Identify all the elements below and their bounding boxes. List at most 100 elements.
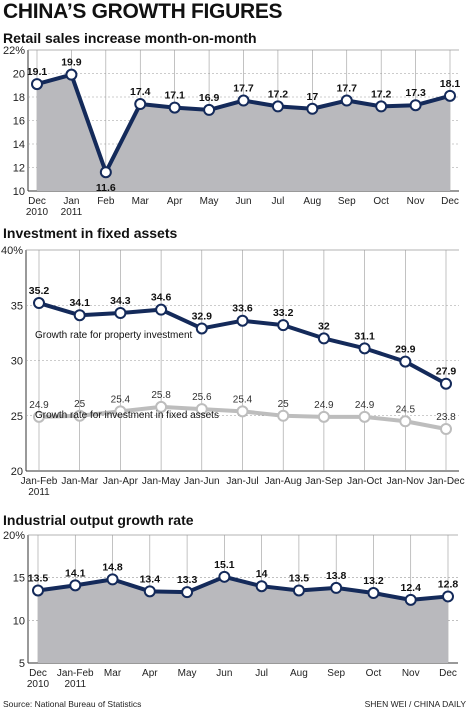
data-label: 34.6 [151,292,172,304]
data-label: 34.3 [110,295,131,307]
data-label: 33.2 [273,307,294,319]
data-point [271,100,284,113]
data-label: 23.8 [436,412,456,423]
data-label: 24.5 [396,404,416,415]
data-label: 17.1 [164,90,185,102]
y-tick-label: 14 [13,139,25,151]
y-tick-label: 15 [13,573,25,585]
y-tick-label: 35 [11,300,23,312]
data-label: 12.4 [401,582,422,594]
data-label: 12.8 [438,578,459,590]
x-tick-label: 2011 [28,487,50,498]
data-label: 19.1 [27,66,48,78]
y-tick-label: 18 [13,92,25,104]
data-label: 14.8 [102,561,123,573]
data-label: 17.4 [130,86,151,98]
y-tick-label: 10 [13,615,25,627]
x-tick-label: Nov [402,668,420,679]
x-tick-label: Oct [366,668,382,679]
x-tick-label: Jan-Jun [184,476,220,487]
x-tick-label: Jan-Jul [226,476,258,487]
x-tick-label: 2010 [26,207,49,218]
data-label: 25.6 [192,392,212,403]
data-label: 15.1 [214,559,235,571]
y-tick-label: 12 [13,163,25,175]
data-label: 24.9 [29,400,49,411]
series-name-label: Growth rate for property investment [35,330,193,341]
x-tick-label: Apr [167,196,183,207]
data-point [73,409,86,422]
y-tick-label: 40% [1,245,23,257]
data-point [69,579,82,592]
data-point [236,405,249,418]
data-point [114,405,127,418]
data-label: 17.2 [371,88,392,100]
data-label: 17.7 [337,83,358,95]
data-point [99,166,112,179]
data-point [367,587,380,600]
area-fill [38,576,448,663]
data-point [237,94,250,107]
data-point [444,89,456,102]
data-point [195,322,208,335]
x-tick-label: Dec [28,196,46,207]
data-label: 32.9 [192,310,213,322]
x-tick-label: Mar [132,196,150,207]
data-point [399,355,412,368]
data-point [73,309,86,322]
data-point [181,586,194,599]
data-point [358,410,371,423]
data-point [306,102,319,115]
x-tick-label: Nov [407,196,425,207]
y-tick-label: 5 [19,658,25,670]
data-label: 25.4 [233,394,253,405]
data-label: 25 [278,399,290,410]
y-tick-label: 20% [3,530,25,542]
data-point [33,410,45,423]
x-tick-label: Jan-Oct [347,476,382,487]
series-name-label: Growth rate for investment in fixed asse… [35,410,219,421]
data-label: 24.9 [314,400,334,411]
x-tick-label: Jan-Dec [427,476,464,487]
data-point [195,403,208,416]
data-label: 13.4 [140,573,161,585]
data-label: 18.1 [440,78,461,90]
data-label: 25 [74,399,86,410]
data-point [340,94,353,107]
data-point [168,101,181,114]
data-point [31,78,43,91]
data-point [440,423,452,436]
data-point [218,570,231,583]
data-label: 17.2 [268,88,289,100]
data-point [277,409,290,422]
data-point [399,415,412,428]
data-label: 14.1 [65,567,86,579]
x-tick-label: Sep [338,196,356,207]
data-point [442,590,454,603]
data-point [155,400,168,413]
data-label: 17.3 [405,87,426,99]
x-tick-label: Aug [290,668,308,679]
x-tick-label: Jan-Sep [305,476,343,487]
data-label: 13.2 [363,575,384,587]
data-point [292,584,305,597]
y-tick-label: 22% [3,45,25,57]
data-point [317,410,330,423]
x-tick-label: Jan-Mar [61,476,98,487]
y-tick-label: 20 [11,466,23,478]
y-tick-label: 30 [11,356,23,368]
data-label: 27.9 [436,366,457,378]
x-tick-label: Jan [63,196,79,207]
x-tick-label: May [200,196,219,207]
x-tick-label: Jun [216,668,232,679]
data-label: 34.1 [69,297,90,309]
data-point [440,377,452,390]
data-point [32,584,44,597]
data-point [114,306,127,319]
data-point [155,303,168,316]
data-label: 24.9 [355,400,375,411]
industrial-output-title: Industrial output growth rate [3,512,194,528]
data-label: 25.8 [151,390,171,401]
